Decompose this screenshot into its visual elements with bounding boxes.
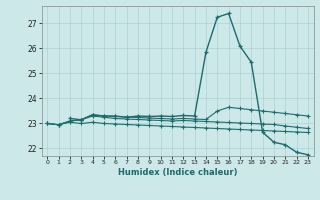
X-axis label: Humidex (Indice chaleur): Humidex (Indice chaleur) xyxy=(118,168,237,177)
